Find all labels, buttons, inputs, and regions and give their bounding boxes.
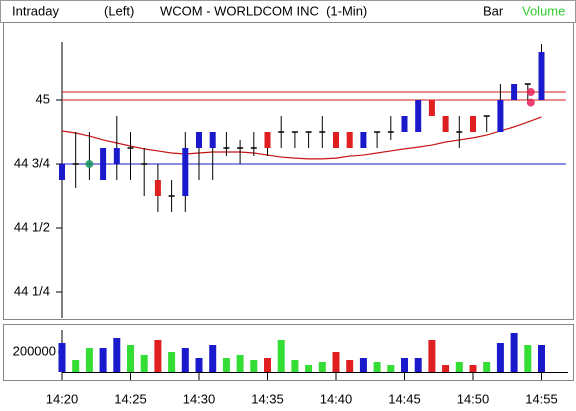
volume-bar xyxy=(373,362,381,372)
candle-body xyxy=(470,116,476,133)
marker xyxy=(85,159,94,168)
volume-bar xyxy=(455,362,463,372)
symbol-label: WCOM - WORLDCOM INC (1-Min) xyxy=(160,3,367,18)
volume-bar xyxy=(291,360,299,372)
volume-bar xyxy=(305,365,313,372)
volume-bar xyxy=(483,362,491,372)
volume-bar xyxy=(332,352,340,372)
x-tick-label: 14:45 xyxy=(388,391,421,406)
volume-bar xyxy=(140,355,148,372)
candle-body xyxy=(360,132,367,149)
volume-tick-label: 200000 xyxy=(13,343,56,358)
volume-panel xyxy=(3,324,574,381)
x-tick-label: 14:30 xyxy=(183,391,216,406)
volume-bar xyxy=(264,358,271,372)
volume-bar xyxy=(277,340,285,372)
volume-bar xyxy=(99,348,107,372)
volume-bar xyxy=(414,358,422,372)
volume-bar xyxy=(469,365,477,372)
candle-body xyxy=(182,148,189,196)
x-tick-label: 14:35 xyxy=(251,391,284,406)
y-tick-label: 44 1/4 xyxy=(14,283,50,298)
x-tick-label: 14:50 xyxy=(457,391,490,406)
volume-bar xyxy=(496,343,504,372)
candle-body xyxy=(264,132,271,149)
lower-label: Volume xyxy=(522,3,565,18)
volume-bar xyxy=(113,338,121,372)
volume-bar xyxy=(428,340,436,372)
volume-bar xyxy=(85,348,93,372)
mode-label: Intraday xyxy=(12,3,59,18)
y-tick-label: 44 3/4 xyxy=(14,155,50,170)
x-tick-label: 14:55 xyxy=(525,391,558,406)
candle-body xyxy=(442,116,449,133)
style-label: Bar xyxy=(483,3,504,18)
axis-side-label: (Left) xyxy=(104,3,134,18)
marker xyxy=(526,98,535,107)
volume-bar xyxy=(401,358,408,372)
candle-body xyxy=(538,52,545,101)
volume-bar xyxy=(209,345,217,372)
volume-bar xyxy=(181,348,189,372)
volume-bar xyxy=(524,345,532,372)
volume-bar xyxy=(387,365,395,372)
volume-bar xyxy=(58,343,66,372)
candle-body xyxy=(428,100,435,117)
candle-body xyxy=(415,100,422,133)
volume-bar xyxy=(236,355,244,372)
volume-bar xyxy=(346,360,354,372)
x-tick-label: 14:40 xyxy=(320,391,353,406)
candle-body xyxy=(113,148,120,164)
candle-body xyxy=(100,148,107,180)
volume-bar xyxy=(222,358,230,372)
volume-bar xyxy=(168,352,176,372)
price-panel xyxy=(3,22,574,320)
volume-bar xyxy=(359,358,367,372)
volume-bar xyxy=(72,360,80,372)
volume-bar xyxy=(195,358,203,372)
volume-bar xyxy=(250,360,258,372)
moving-average xyxy=(61,116,542,160)
candle-body xyxy=(154,179,161,196)
y-tick-label: 44 1/2 xyxy=(14,219,50,234)
candle-body xyxy=(401,116,408,133)
candle-body xyxy=(59,163,65,180)
volume-bar xyxy=(154,340,162,372)
volume-bar xyxy=(127,345,134,372)
x-tick-label: 14:20 xyxy=(46,391,79,406)
candle-body xyxy=(209,132,216,149)
candle-body xyxy=(511,84,518,101)
candle-body xyxy=(333,132,339,149)
volume-bar xyxy=(442,365,450,372)
candle-body xyxy=(497,100,504,133)
volume-bar xyxy=(318,362,326,372)
y-tick-label: 45 xyxy=(36,91,50,106)
candle-body xyxy=(346,132,353,149)
candle-body xyxy=(196,132,202,149)
volume-bar xyxy=(538,345,545,372)
x-tick-label: 14:25 xyxy=(114,391,147,406)
marker xyxy=(526,88,535,97)
volume-bar xyxy=(510,333,518,372)
